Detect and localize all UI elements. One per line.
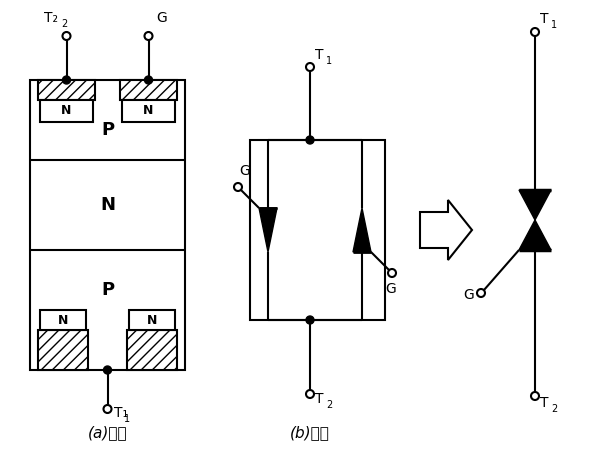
Text: (b)电路: (b)电路: [290, 425, 330, 440]
Text: N: N: [100, 196, 115, 214]
Text: G: G: [240, 164, 251, 178]
Circle shape: [103, 405, 111, 413]
Text: G: G: [463, 288, 474, 302]
Bar: [127, 330, 177, 370]
Circle shape: [63, 76, 71, 84]
Polygon shape: [420, 200, 472, 260]
Text: T₁: T₁: [114, 406, 127, 420]
Circle shape: [103, 366, 111, 374]
Text: 2: 2: [62, 19, 68, 29]
Text: T₂: T₂: [44, 11, 57, 25]
Bar: [250, 140, 385, 320]
Text: N: N: [62, 104, 72, 117]
Text: G: G: [385, 282, 396, 296]
Circle shape: [306, 63, 314, 71]
Text: P: P: [101, 121, 114, 139]
Polygon shape: [259, 208, 277, 252]
Polygon shape: [353, 208, 371, 252]
Bar: [129, 310, 175, 330]
Polygon shape: [519, 220, 551, 250]
Circle shape: [531, 28, 539, 36]
Circle shape: [306, 316, 314, 324]
Text: T: T: [315, 48, 324, 62]
Circle shape: [388, 269, 396, 277]
Circle shape: [531, 392, 539, 400]
Text: 2: 2: [551, 404, 557, 414]
Text: 1: 1: [551, 20, 557, 30]
Circle shape: [145, 32, 152, 40]
Text: T: T: [540, 12, 548, 26]
Text: G: G: [157, 11, 167, 25]
Circle shape: [306, 390, 314, 398]
Text: N: N: [147, 314, 157, 327]
Text: 2: 2: [326, 400, 332, 410]
Bar: [40, 310, 86, 330]
Bar: [38, 330, 88, 370]
Text: (a)结构: (a)结构: [88, 425, 127, 440]
Bar: [40, 100, 93, 122]
Bar: [120, 80, 177, 100]
Circle shape: [477, 289, 485, 297]
Text: 1: 1: [124, 414, 130, 424]
Circle shape: [145, 76, 152, 84]
Text: T: T: [315, 392, 324, 406]
Text: N: N: [144, 104, 154, 117]
Bar: [122, 100, 175, 122]
Text: N: N: [58, 314, 68, 327]
Text: T: T: [540, 396, 548, 410]
Circle shape: [63, 32, 71, 40]
Bar: [38, 80, 95, 100]
Circle shape: [306, 136, 314, 144]
Polygon shape: [519, 190, 551, 220]
Text: 1: 1: [326, 56, 332, 66]
Circle shape: [234, 183, 242, 191]
Text: P: P: [101, 281, 114, 299]
Bar: [30, 80, 185, 370]
